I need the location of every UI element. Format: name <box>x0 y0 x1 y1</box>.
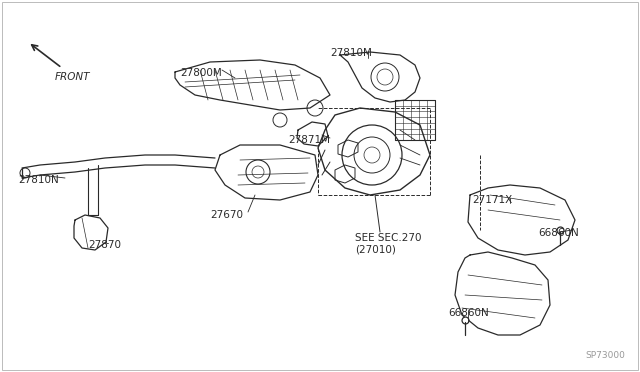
Text: 27810N: 27810N <box>18 175 59 185</box>
Text: 27670: 27670 <box>210 210 243 220</box>
Text: 27171X: 27171X <box>472 195 512 205</box>
Text: 27871M: 27871M <box>288 135 330 145</box>
Text: 66860N: 66860N <box>448 308 489 318</box>
Text: SP73000: SP73000 <box>585 351 625 360</box>
Text: FRONT: FRONT <box>55 72 90 82</box>
Text: 66860N: 66860N <box>538 228 579 238</box>
Text: 27870: 27870 <box>88 240 121 250</box>
Text: 27800M: 27800M <box>180 68 221 78</box>
Text: SEE SEC.270
(27010): SEE SEC.270 (27010) <box>355 233 422 254</box>
Text: 27810M: 27810M <box>330 48 372 58</box>
